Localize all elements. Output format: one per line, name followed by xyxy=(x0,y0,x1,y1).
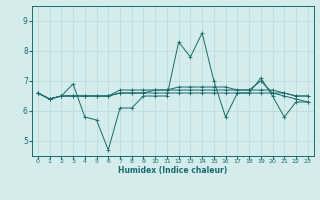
X-axis label: Humidex (Indice chaleur): Humidex (Indice chaleur) xyxy=(118,166,228,175)
